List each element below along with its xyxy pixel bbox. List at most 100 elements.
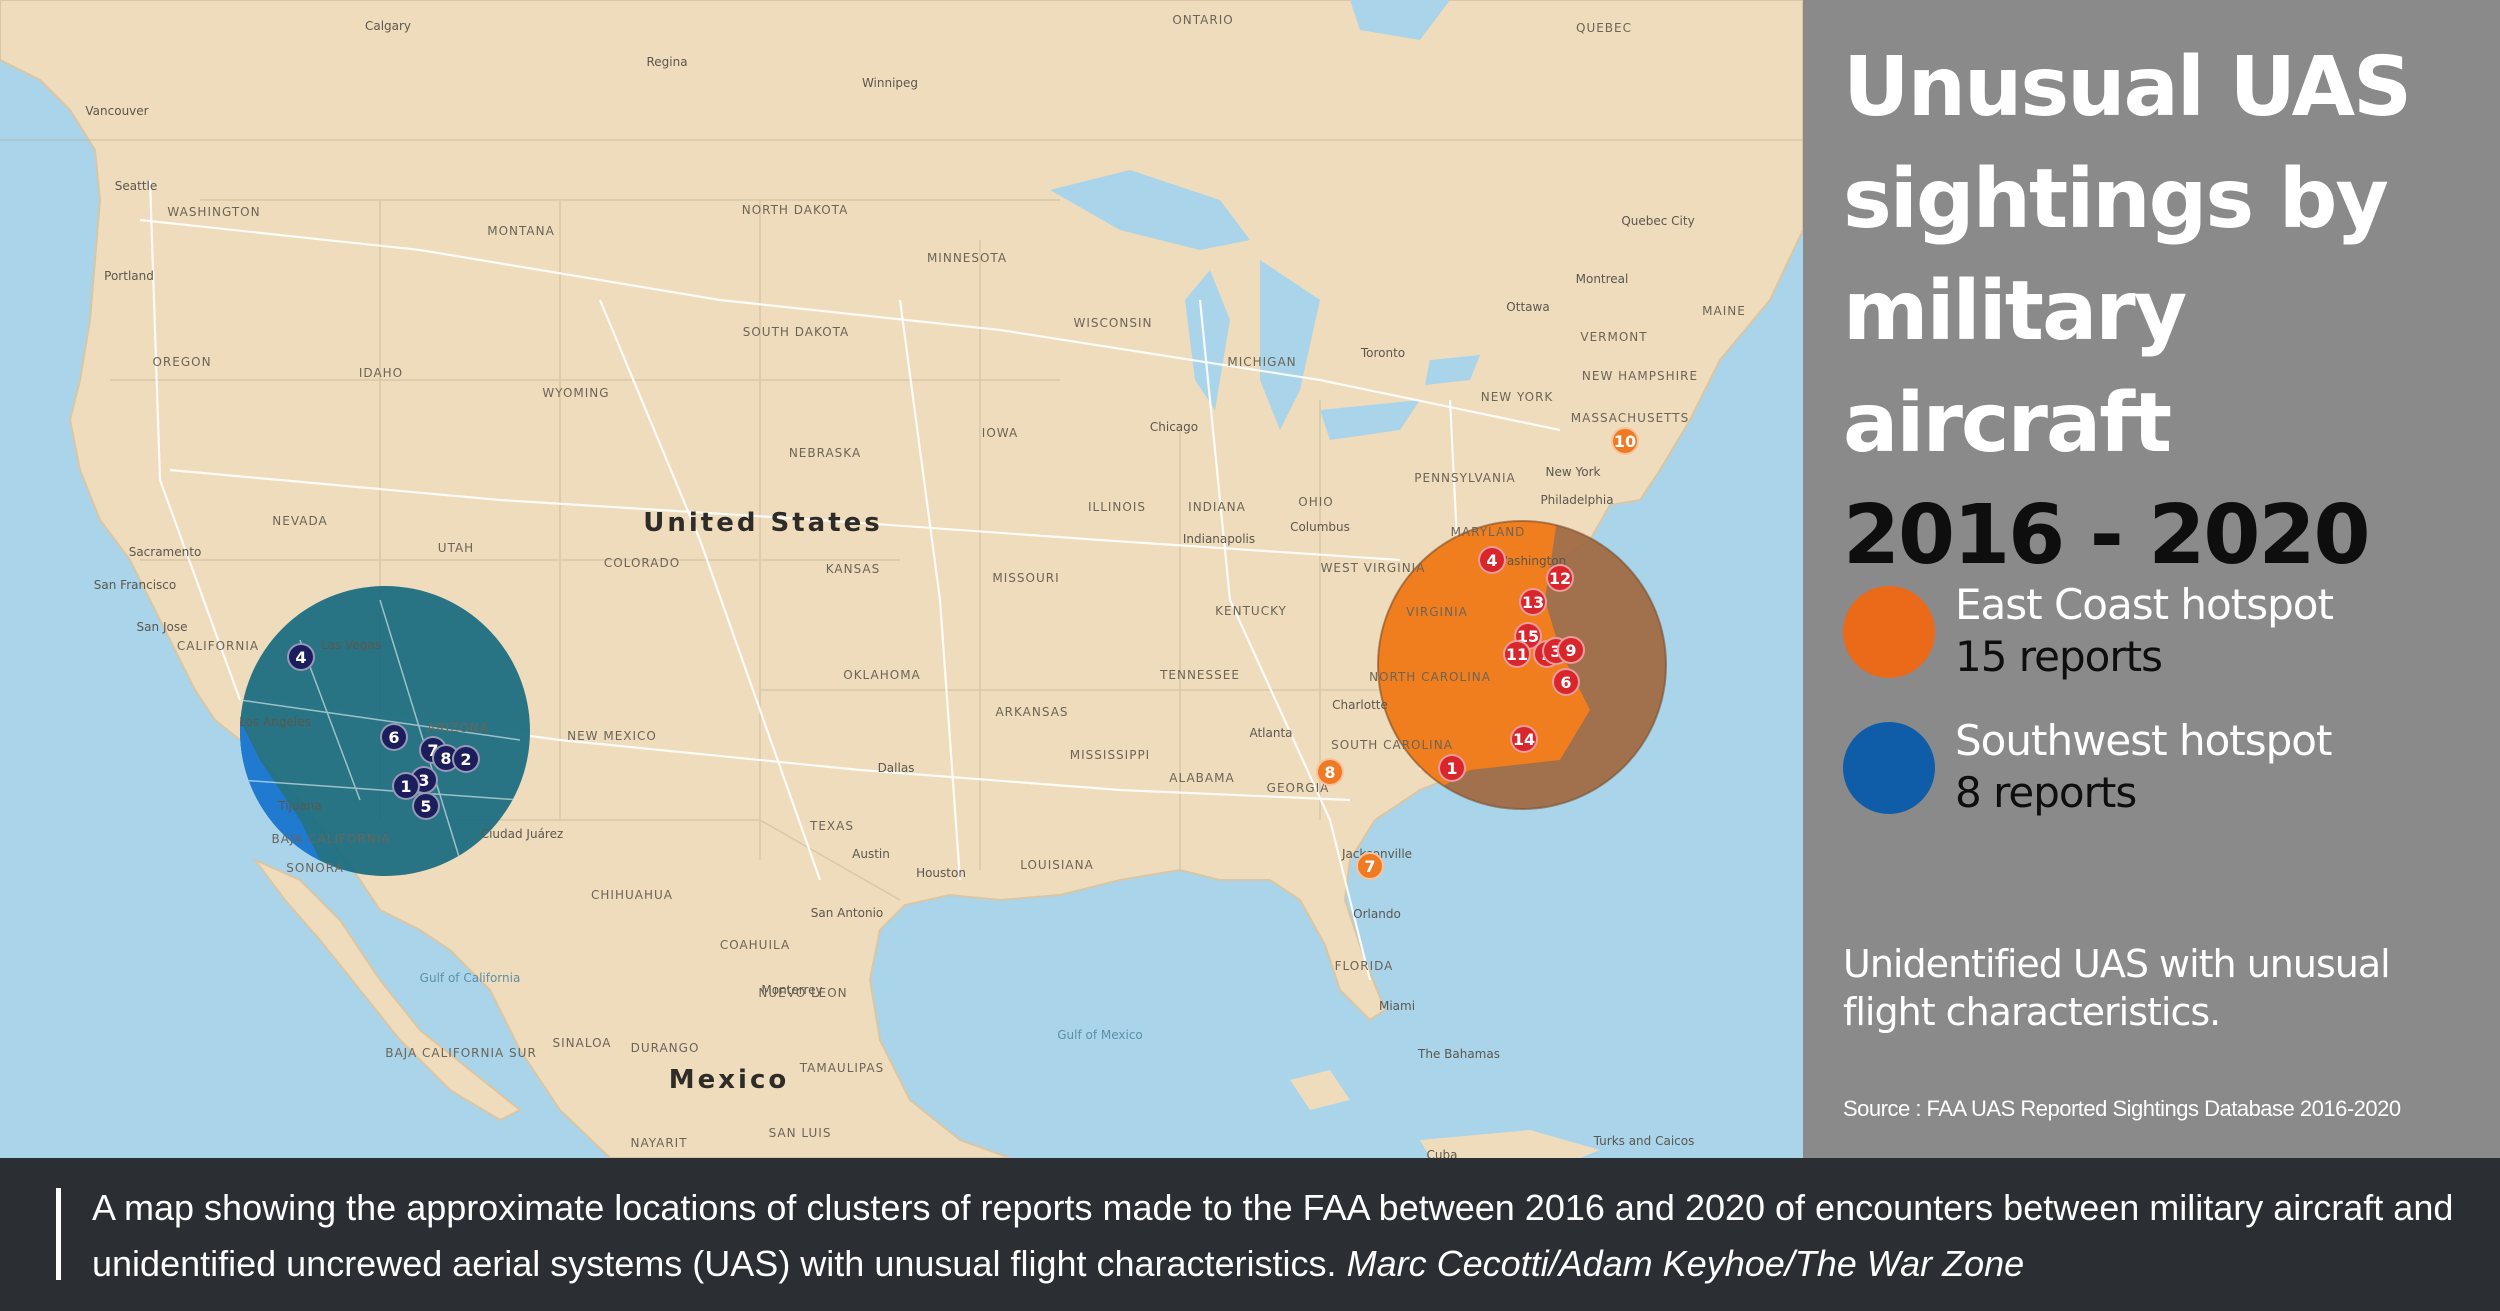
east-sighting-marker: 11: [1503, 640, 1531, 668]
source-note: Source : FAA UAS Reported Sightings Data…: [1843, 1096, 2401, 1121]
city-label: Cuba: [1426, 1148, 1458, 1158]
region-label: BAJA CALIFORNIA SUR: [385, 1046, 537, 1060]
city-label: Las Vegas: [321, 638, 381, 652]
region-label: PENNSYLVANIA: [1414, 471, 1516, 485]
region-label: ONTARIO: [1172, 13, 1234, 27]
city-label: Regina: [646, 55, 688, 69]
caption-bar: A map showing the approximate locations …: [0, 1158, 2500, 1311]
legend-east-coast: East Coast hotspot 15 reports: [1843, 580, 2483, 720]
region-label: WASHINGTON: [167, 205, 261, 219]
southwest-swatch: [1843, 722, 1935, 814]
region-label: KANSAS: [825, 562, 881, 576]
hudson-bay-edge: [1350, 0, 1450, 40]
city-label: Winnipeg: [861, 76, 919, 90]
city-label: Chicago: [1149, 420, 1199, 434]
city-label: Toronto: [1360, 346, 1406, 360]
city-label: The Bahamas: [1418, 1047, 1500, 1061]
region-label: MAINE: [1702, 304, 1746, 318]
city-label: Vancouver: [85, 104, 149, 118]
outlier-sighting-marker: 10: [1611, 427, 1639, 455]
east-sighting-marker: 12: [1546, 564, 1574, 592]
city-label: Monterrey: [761, 983, 823, 997]
region-label: MASSACHUSETTS: [1570, 411, 1690, 425]
water-label: Gulf of Mexico: [1057, 1028, 1143, 1042]
region-label: INDIANA: [1188, 500, 1246, 514]
caribbean-islands: [1290, 1070, 1600, 1158]
region-label: COLORADO: [603, 556, 681, 570]
region-label: IOWA: [981, 426, 1019, 440]
title-line-1: Unusual UAS: [1843, 40, 2412, 135]
region-label: NEW HAMPSHIRE: [1581, 369, 1699, 383]
region-label: GEORGIA: [1266, 781, 1330, 795]
city-label: San Francisco: [93, 578, 177, 592]
city-label: Ottawa: [1506, 300, 1550, 314]
city-label: Portland: [104, 269, 154, 283]
region-label: COAHUILA: [719, 938, 791, 952]
caption-text: A map showing the approximate locations …: [92, 1180, 2472, 1292]
base-map: [0, 0, 1803, 1158]
city-label: Calgary: [364, 19, 412, 33]
region-label: MISSISSIPPI: [1069, 748, 1151, 762]
region-label: ARIZONA: [427, 721, 489, 735]
legend-southwest-name: Southwest hotspot: [1955, 716, 2332, 765]
caption-credit: Marc Cecotti/Adam Keyhoe/The War Zone: [1346, 1243, 2025, 1284]
caption-rule: [56, 1188, 61, 1280]
water-label: Gulf of California: [419, 971, 521, 985]
city-label: Charlotte: [1332, 698, 1388, 712]
region-label: NEBRASKA: [788, 446, 862, 460]
city-label: Montreal: [1575, 272, 1629, 286]
outlier-sighting-marker: 7: [1356, 852, 1384, 880]
city-label: New York: [1545, 465, 1601, 479]
city-label: Austin: [852, 847, 890, 861]
outlier-sighting-marker: 8: [1316, 758, 1344, 786]
region-label: NEW YORK: [1480, 390, 1554, 404]
region-label: SONORA: [286, 861, 344, 875]
title-line-2: sightings by: [1843, 152, 2389, 247]
region-label: DURANGO: [630, 1041, 700, 1055]
region-label: NEW MEXICO: [567, 729, 657, 743]
city-label: Indianapolis: [1182, 532, 1256, 546]
region-label: NORTH DAKOTA: [741, 203, 849, 217]
region-label: NUEVO LEON: [758, 986, 848, 1000]
region-label: ARKANSAS: [995, 705, 1069, 719]
region-label: NAYARIT: [630, 1136, 688, 1150]
panel-title: Unusual UAS sightings by military aircra…: [1843, 32, 2483, 592]
region-label: BAJA CALIFORNIA: [271, 832, 391, 846]
legend-southwest: Southwest hotspot 8 reports: [1843, 716, 2483, 856]
city-label: Quebec City: [1621, 214, 1695, 228]
panel-description: Unidentified UAS with unusual flight cha…: [1843, 942, 2391, 1034]
city-label: Tijuana: [278, 799, 322, 813]
region-label: CHIHUAHUA: [591, 888, 673, 902]
city-label: Sacramento: [128, 545, 202, 559]
region-label: TENNESSEE: [1160, 668, 1240, 682]
legend-east-coast-count: 15 reports: [1955, 632, 2163, 681]
region-label: MICHIGAN: [1227, 355, 1297, 369]
region-label: ILLINOIS: [1087, 500, 1147, 514]
region-label: OREGON: [152, 355, 212, 369]
city-label: San Jose: [136, 620, 188, 634]
east-sighting-marker: 13: [1519, 588, 1547, 616]
region-label: SOUTH DAKOTA: [742, 325, 850, 339]
city-label: Seattle: [114, 179, 158, 193]
legend-southwest-count: 8 reports: [1955, 768, 2137, 817]
great-lakes: [1050, 170, 1480, 440]
region-label: SOUTH CAROLINA: [1331, 738, 1453, 752]
region-label: MONTANA: [487, 224, 555, 238]
region-label: WYOMING: [542, 386, 610, 400]
region-label: UTAH: [437, 541, 475, 555]
region-label: QUEBEC: [1575, 21, 1633, 35]
region-label: WISCONSIN: [1073, 316, 1153, 330]
baja-peninsula: [251, 857, 522, 1122]
region-label: MINNESOTA: [926, 251, 1008, 265]
region-label: LOUISIANA: [1020, 858, 1094, 872]
title-line-3: military aircraft: [1843, 264, 2187, 471]
east-sighting-marker: 9: [1557, 636, 1585, 664]
region-label: ALABAMA: [1169, 771, 1235, 785]
region-label: SAN LUIS: [768, 1126, 832, 1140]
title-year-range: 2016 - 2020: [1843, 488, 2371, 583]
map-panel: WASHINGTON OREGON CALIFORNIA NEVADA IDAHO MON…: [0, 0, 1803, 1158]
region-label: OHIO: [1298, 495, 1334, 509]
east-sighting-marker: 6: [1552, 668, 1580, 696]
southwest-sighting-marker: 2: [452, 745, 480, 773]
region-label: MISSOURI: [992, 571, 1060, 585]
